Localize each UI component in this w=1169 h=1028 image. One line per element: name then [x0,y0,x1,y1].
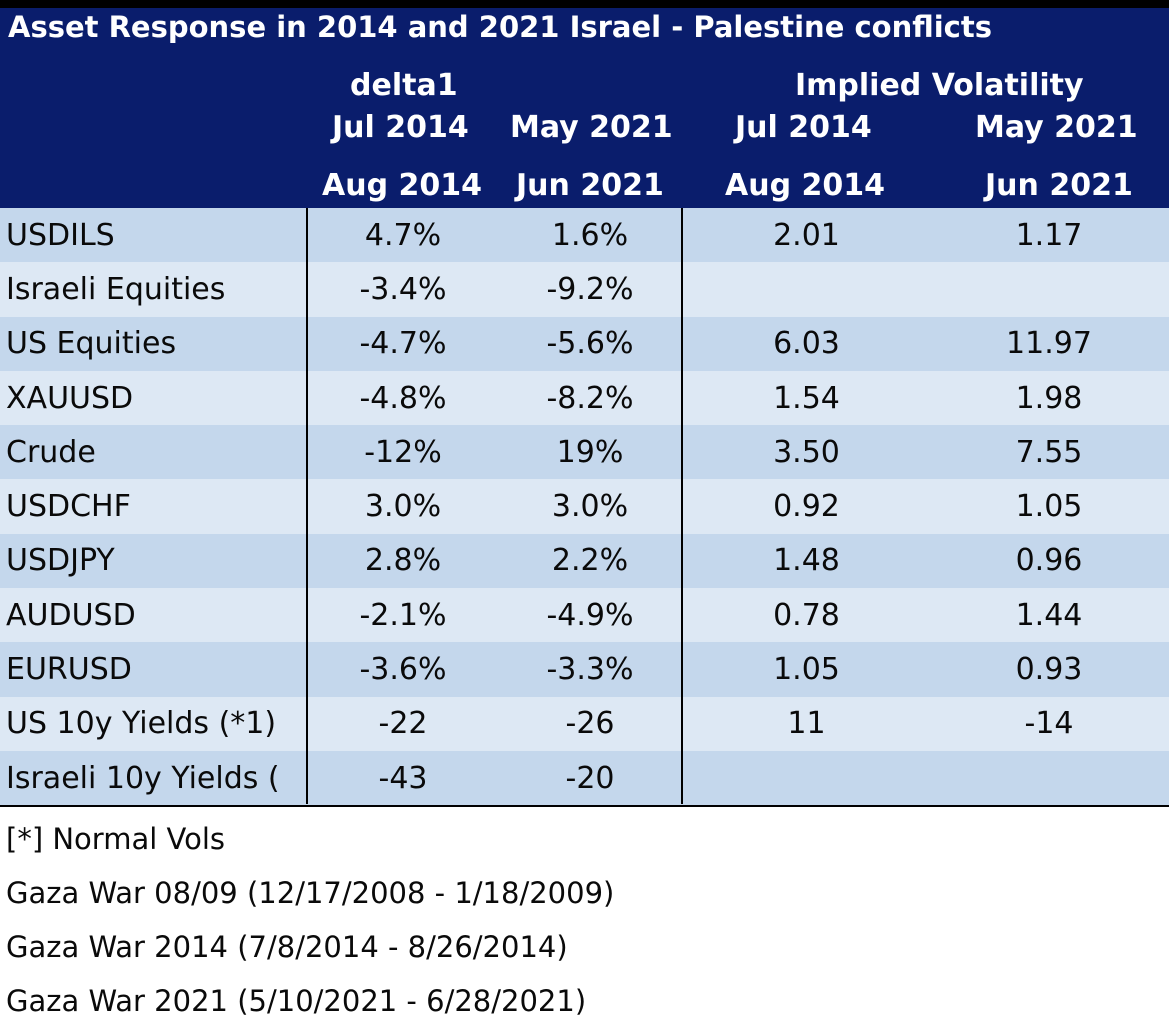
cell-vol-2021 [929,751,1169,805]
table-row: USDCHF 3.0% 3.0% 0.92 1.05 [0,479,1169,534]
cell-delta1-2014: -43 [378,760,428,796]
column-divider [306,208,308,804]
row-label: AUDUSD [6,597,136,633]
cell-delta1-2014: -4.7% [359,326,447,362]
cell-vol-2014: 11 [787,706,826,742]
cell-vol-2014: 0.78 [773,597,840,633]
table-row: EURUSD -3.6% -3.3% 1.05 0.93 [0,642,1169,697]
cell-vol-2021: 7.55 [1015,434,1083,470]
cell-delta1-2021: -4.9% [546,597,634,633]
cell-vol-2021: 1.05 [1015,489,1083,525]
cell-vol-2021 [929,262,1169,316]
cell-delta1-2014: -2.1% [359,597,447,633]
cell-vol-2021: -14 [1024,706,1074,742]
footnote: Gaza War 08/09 (12/17/2008 - 1/18/2009) [6,876,615,910]
row-label: US 10y Yields (*1) [6,706,277,742]
cell-vol-2014: 1.05 [773,652,840,688]
cell-delta1-2021: -20 [565,760,615,796]
group-header-implied-volatility: Implied Volatility [795,68,1084,103]
table-header: Asset Response in 2014 and 2021 Israel -… [0,8,1169,208]
col2-header-bottom: Jun 2021 [516,168,664,203]
cell-vol-2021: 1.44 [1015,597,1083,633]
col3-header-top: Jul 2014 [735,110,872,145]
cell-delta1-2021: 19% [556,434,624,470]
row-label: USDCHF [6,489,131,525]
cell-vol-2014: 0.92 [773,489,840,525]
col4-header-top: May 2021 [975,110,1138,145]
cell-delta1-2021: -8.2% [546,380,634,416]
cell-vol-2014: 1.54 [773,380,840,416]
col4-header-bottom: Jun 2021 [985,168,1133,203]
cell-delta1-2014: -22 [378,706,428,742]
cell-delta1-2021: -26 [565,706,615,742]
column-divider [681,208,683,804]
table-row: USDILS 4.7% 1.6% 2.01 1.17 [0,208,1169,263]
table-title: Asset Response in 2014 and 2021 Israel -… [8,10,992,44]
cell-delta1-2021: 1.6% [551,217,629,253]
row-label: Israeli Equities [6,271,226,307]
cell-delta1-2014: 3.0% [364,489,442,525]
row-label: Israeli 10y Yields ( [6,760,280,796]
cell-delta1-2021: -5.6% [546,326,634,362]
row-label: XAUUSD [6,380,134,416]
cell-vol-2014: 6.03 [773,326,840,362]
row-label: USDJPY [6,543,115,579]
cell-delta1-2014: 4.7% [364,217,442,253]
row-label: Crude [6,434,96,470]
row-label: USDILS [6,217,115,253]
data-table: USDILS 4.7% 1.6% 2.01 1.17 Israeli Equit… [0,208,1169,808]
cell-vol-2021: 1.17 [1015,217,1083,253]
footnote: Gaza War 2014 (7/8/2014 - 8/26/2014) [6,930,568,964]
footnotes: [*] Normal Vols Gaza War 08/09 (12/17/20… [6,812,614,1028]
table-row: US 10y Yields (*1) -22 -26 11 -14 [0,696,1169,751]
table-row: Crude -12% 19% 3.50 7.55 [0,425,1169,480]
cell-delta1-2021: -9.2% [546,271,634,307]
col1-header-bottom: Aug 2014 [322,168,482,203]
cell-vol-2021: 1.98 [1015,380,1083,416]
cell-delta1-2014: 2.8% [364,543,442,579]
cell-vol-2014: 2.01 [773,217,840,253]
footnote: [*] Normal Vols [6,822,225,856]
footnote: Gaza War 2021 (5/10/2021 - 6/28/2021) [6,984,587,1018]
cell-delta1-2021: 3.0% [551,489,629,525]
cell-vol-2014: 3.50 [773,434,840,470]
cell-delta1-2014: -12% [364,434,442,470]
table-row: US Equities -4.7% -5.6% 6.03 11.97 [0,316,1169,371]
cell-delta1-2021: 2.2% [551,543,629,579]
group-header-delta1: delta1 [350,68,458,103]
col3-header-bottom: Aug 2014 [725,168,885,203]
col2-header-top: May 2021 [510,110,673,145]
cell-vol-2014 [684,751,929,805]
table-row: Israeli Equities -3.4% -9.2% [0,262,1169,317]
table-row: AUDUSD -2.1% -4.9% 0.78 1.44 [0,588,1169,643]
cell-vol-2021: 0.93 [1015,652,1083,688]
col1-header-top: Jul 2014 [332,110,469,145]
cell-delta1-2021: -3.3% [546,652,634,688]
cell-delta1-2014: -3.4% [359,271,447,307]
row-label: EURUSD [6,652,132,688]
cell-delta1-2014: -3.6% [359,652,447,688]
cell-vol-2014 [684,262,929,316]
row-label: US Equities [6,326,177,362]
cell-delta1-2014: -4.8% [359,380,447,416]
table-row: Israeli 10y Yields ( -43 -20 [0,750,1169,806]
cell-vol-2014: 1.48 [773,543,840,579]
cell-vol-2021: 11.97 [1006,326,1092,362]
top-border [0,0,1169,8]
table-row: USDJPY 2.8% 2.2% 1.48 0.96 [0,533,1169,589]
cell-vol-2021: 0.96 [1015,543,1083,579]
table-row: XAUUSD -4.8% -8.2% 1.54 1.98 [0,370,1169,426]
